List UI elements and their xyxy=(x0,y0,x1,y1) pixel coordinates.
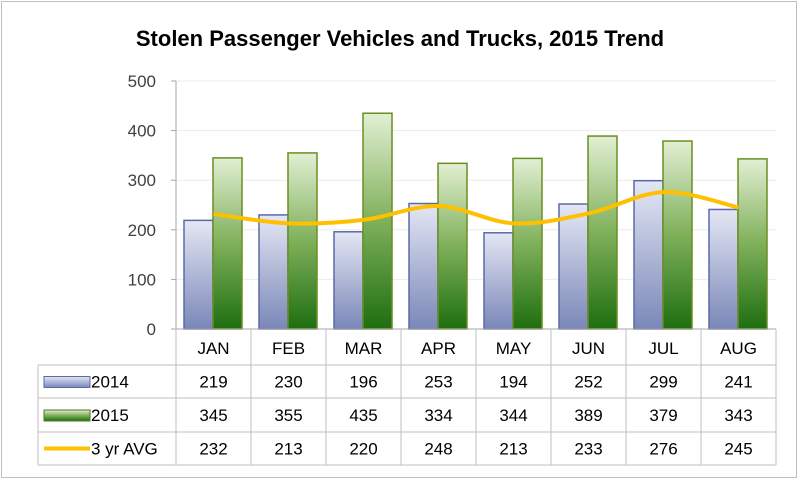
bar-2015-JAN xyxy=(212,157,243,330)
x-category-label: MAR xyxy=(345,339,383,358)
y-tick-label: 300 xyxy=(128,171,156,190)
bar-2015-APR xyxy=(437,162,468,330)
table-cell: 379 xyxy=(649,406,677,425)
bar-2015-FEB xyxy=(287,152,318,330)
y-tick-label: 100 xyxy=(128,270,156,289)
legend-key-2015 xyxy=(43,409,91,422)
x-category-label: AUG xyxy=(720,339,757,358)
table-cell: 435 xyxy=(349,406,377,425)
table-cell: 355 xyxy=(274,406,302,425)
bar-2014-MAR xyxy=(333,231,364,330)
bar-2015-JUL xyxy=(662,140,693,330)
table-cell: 276 xyxy=(649,440,677,459)
bar-2015-AUG xyxy=(737,158,768,330)
y-tick-label: 400 xyxy=(128,122,156,141)
table-cell: 196 xyxy=(349,373,377,392)
table-cell: 219 xyxy=(199,373,227,392)
bar-2014-MAY xyxy=(483,232,514,330)
table-cell: 253 xyxy=(424,373,452,392)
y-tick-label: 500 xyxy=(128,72,156,91)
chart-title: Stolen Passenger Vehicles and Trucks, 20… xyxy=(136,26,664,51)
x-category-label: JAN xyxy=(197,339,229,358)
bar-2015-JUN xyxy=(587,135,618,330)
table-cell: 230 xyxy=(274,373,302,392)
table-cell: 213 xyxy=(274,440,302,459)
table-cell: 220 xyxy=(349,440,377,459)
bar-2014-JUL xyxy=(633,179,664,330)
table-cell: 245 xyxy=(724,440,752,459)
legend-label: 3 yr AVG xyxy=(91,440,158,459)
x-category-label: JUL xyxy=(648,339,678,358)
table-cell: 389 xyxy=(574,406,602,425)
bar-2014-JUN xyxy=(558,203,589,330)
table-cell: 232 xyxy=(199,440,227,459)
table-cell: 194 xyxy=(499,373,527,392)
table-cell: 334 xyxy=(424,406,452,425)
table-cell: 343 xyxy=(724,406,752,425)
line-3yr-avg xyxy=(213,190,739,226)
bar-2014-AUG xyxy=(708,208,739,330)
bar-2015-MAY xyxy=(512,157,543,330)
table-cell: 241 xyxy=(724,373,752,392)
table-cell: 248 xyxy=(424,440,452,459)
legend-key-2014 xyxy=(43,376,91,388)
table-cell: 299 xyxy=(649,373,677,392)
table-cell: 213 xyxy=(499,440,527,459)
legend-label: 2014 xyxy=(91,373,129,392)
y-tick-label: 0 xyxy=(147,320,156,339)
table-cell: 233 xyxy=(574,440,602,459)
x-category-label: JUN xyxy=(572,339,605,358)
y-tick-label: 200 xyxy=(128,221,156,240)
bar-2014-JAN xyxy=(183,219,214,330)
bar-2014-APR xyxy=(408,202,439,330)
table-cell: 252 xyxy=(574,373,602,392)
x-category-label: MAY xyxy=(496,339,532,358)
table-cell: 344 xyxy=(499,406,527,425)
x-category-label: FEB xyxy=(272,339,305,358)
bar-2014-FEB xyxy=(258,214,289,330)
table-cell: 345 xyxy=(199,406,227,425)
legend-label: 2015 xyxy=(91,406,129,425)
x-category-label: APR xyxy=(421,339,456,358)
